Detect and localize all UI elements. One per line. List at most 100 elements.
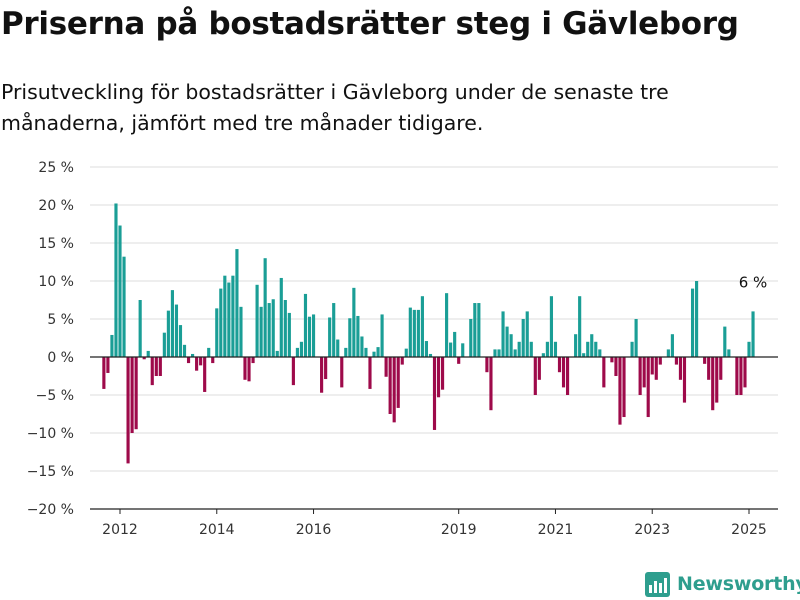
bar xyxy=(295,347,299,357)
bar xyxy=(118,225,122,357)
bar-series xyxy=(102,203,755,464)
bar xyxy=(263,258,267,357)
bar xyxy=(307,316,312,357)
bar xyxy=(493,349,497,357)
bar xyxy=(590,334,594,357)
bar xyxy=(142,357,146,360)
bar xyxy=(158,357,162,376)
y-tick-label: 0 % xyxy=(47,350,74,366)
bar xyxy=(219,288,223,357)
bar xyxy=(195,357,199,371)
bar xyxy=(727,349,731,357)
bar xyxy=(602,357,606,388)
bar xyxy=(199,357,203,366)
bar xyxy=(174,304,179,357)
bar xyxy=(311,314,316,357)
bar xyxy=(259,306,263,357)
bar xyxy=(469,319,473,357)
bar xyxy=(102,357,106,389)
bar xyxy=(751,311,755,357)
bar xyxy=(674,357,678,365)
bar xyxy=(505,326,509,357)
x-tick-label: 2019 xyxy=(441,522,477,538)
bar xyxy=(449,342,453,357)
bar xyxy=(328,317,332,357)
y-tick-label: 25 % xyxy=(38,160,74,176)
bar xyxy=(473,303,477,357)
bar xyxy=(239,306,243,357)
bar xyxy=(146,350,150,357)
bar xyxy=(122,256,126,357)
bar xyxy=(477,303,481,357)
bar xyxy=(223,275,227,357)
bar xyxy=(461,343,465,357)
bar xyxy=(203,357,207,392)
y-tick-label: −20 % xyxy=(27,502,74,518)
newsworthy-logo-icon xyxy=(645,571,670,597)
bar xyxy=(154,357,158,376)
bar xyxy=(485,357,489,373)
bar xyxy=(360,336,364,357)
bar xyxy=(271,299,275,357)
bar xyxy=(134,357,138,430)
bar xyxy=(162,332,166,357)
bar xyxy=(610,357,614,363)
bar xyxy=(594,341,598,357)
bar xyxy=(332,303,336,357)
bar xyxy=(541,353,545,357)
x-tick-label: 2014 xyxy=(199,522,235,538)
bar xyxy=(235,249,239,357)
bar xyxy=(372,351,376,357)
last-value-annotation: 6 % xyxy=(739,273,768,291)
bar xyxy=(533,357,537,395)
x-tick-label: 2025 xyxy=(731,522,767,538)
bar xyxy=(416,309,420,357)
bar xyxy=(428,353,433,357)
bar xyxy=(283,300,287,357)
bar xyxy=(340,357,344,388)
bar xyxy=(711,357,715,411)
bar xyxy=(642,357,646,388)
x-axis: 2012 2014 2016 2019 2021 2023 2025 xyxy=(90,356,778,538)
gridlines xyxy=(90,166,778,510)
bar xyxy=(287,312,291,357)
bar xyxy=(384,357,388,377)
bar xyxy=(106,357,110,373)
x-tick-label: 2016 xyxy=(296,522,332,538)
bar xyxy=(191,353,195,357)
bar xyxy=(735,357,739,395)
bar xyxy=(352,287,356,357)
bar xyxy=(110,334,114,357)
bar xyxy=(400,357,404,365)
bar xyxy=(557,357,562,373)
bar xyxy=(440,357,445,390)
bar xyxy=(178,325,183,357)
bar xyxy=(255,284,259,357)
bar xyxy=(420,296,424,357)
bar xyxy=(150,357,154,386)
bar xyxy=(130,357,134,433)
bar xyxy=(453,331,457,357)
bar xyxy=(404,348,408,357)
bar xyxy=(695,281,699,357)
bar xyxy=(549,296,554,357)
bar xyxy=(618,357,622,425)
bar xyxy=(126,357,130,464)
bar xyxy=(501,311,505,357)
bar xyxy=(654,357,658,380)
bar xyxy=(166,310,170,357)
bar xyxy=(408,307,412,357)
bar xyxy=(670,334,674,357)
y-tick-label: 15 % xyxy=(38,236,74,252)
bar xyxy=(553,341,558,357)
bar xyxy=(678,357,683,380)
y-tick-label: −10 % xyxy=(27,426,74,442)
newsworthy-brand[interactable]: Newsworthy xyxy=(645,570,800,598)
bar xyxy=(509,334,513,357)
bar xyxy=(344,347,348,357)
bar xyxy=(743,357,747,388)
bar xyxy=(723,326,727,357)
bar xyxy=(457,357,461,364)
bar xyxy=(186,357,191,364)
